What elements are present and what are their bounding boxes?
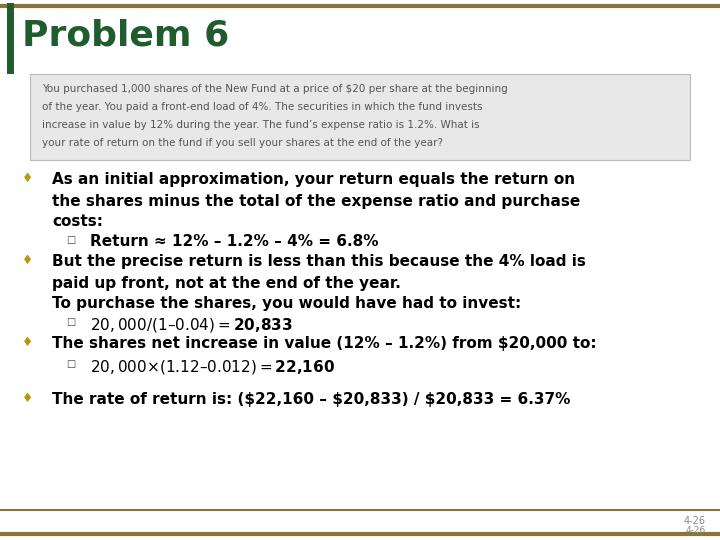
- Text: As an initial approximation, your return equals the return on: As an initial approximation, your return…: [52, 172, 575, 187]
- Text: increase in value by 12% during the year. The fund’s expense ratio is 1.2%. What: increase in value by 12% during the year…: [42, 120, 480, 130]
- Text: 4-26: 4-26: [684, 516, 706, 526]
- FancyBboxPatch shape: [30, 74, 690, 160]
- Text: the shares minus the total of the expense ratio and purchase: the shares minus the total of the expens…: [52, 194, 580, 209]
- Text: □: □: [66, 359, 76, 369]
- Text: ♦: ♦: [22, 336, 34, 349]
- Text: The shares net increase in value (12% – 1.2%) from $20,000 to:: The shares net increase in value (12% – …: [52, 336, 597, 351]
- Text: $20,000 × (1.12 – 0.012) = $22,160: $20,000 × (1.12 – 0.012) = $22,160: [90, 358, 335, 376]
- Text: 4-26: 4-26: [685, 526, 706, 535]
- Text: $20,000 / (1 – 0.04) = $20,833: $20,000 / (1 – 0.04) = $20,833: [90, 316, 293, 334]
- Text: ♦: ♦: [22, 254, 34, 267]
- Text: ♦: ♦: [22, 172, 34, 185]
- Text: The rate of return is: ($22,160 – $20,833) / $20,833 = 6.37%: The rate of return is: ($22,160 – $20,83…: [52, 392, 570, 407]
- Text: Problem 6: Problem 6: [22, 18, 229, 52]
- Text: □: □: [66, 235, 76, 245]
- Text: Return ≈ 12% – 1.2% – 4% = 6.8%: Return ≈ 12% – 1.2% – 4% = 6.8%: [90, 234, 379, 249]
- Text: paid up front, not at the end of the year.: paid up front, not at the end of the yea…: [52, 276, 401, 291]
- Text: To purchase the shares, you would have had to invest:: To purchase the shares, you would have h…: [52, 296, 521, 311]
- Text: □: □: [66, 317, 76, 327]
- Text: of the year. You paid a front-end load of 4%. The securities in which the fund i: of the year. You paid a front-end load o…: [42, 102, 482, 112]
- Text: costs:: costs:: [52, 214, 103, 229]
- Text: You purchased 1,000 shares of the New Fund at a price of $20 per share at the be: You purchased 1,000 shares of the New Fu…: [42, 84, 508, 94]
- Text: But the precise return is less than this because the 4% load is: But the precise return is less than this…: [52, 254, 586, 269]
- Text: ♦: ♦: [22, 392, 34, 405]
- Text: your rate of return on the fund if you sell your shares at the end of the year?: your rate of return on the fund if you s…: [42, 138, 443, 148]
